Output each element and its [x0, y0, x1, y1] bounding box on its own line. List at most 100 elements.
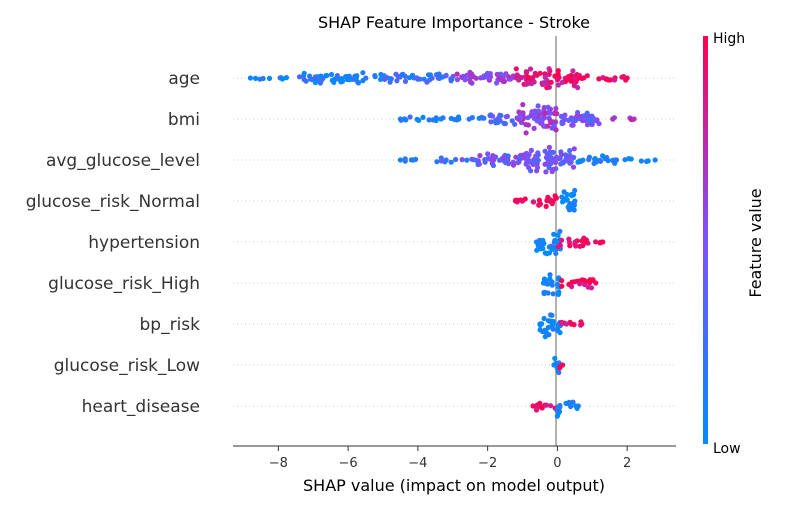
- shap-point: [546, 250, 553, 256]
- shap-point: [577, 281, 583, 287]
- shap-point: [503, 114, 509, 120]
- shap-point: [394, 78, 400, 84]
- shap-point: [544, 123, 551, 129]
- feature-points-glucose_risk_High: [540, 272, 599, 297]
- colorbar-low-label: Low: [713, 441, 741, 457]
- shap-point: [459, 157, 465, 163]
- shap-point: [537, 70, 543, 76]
- shap-point: [520, 102, 526, 108]
- shap-point: [547, 110, 554, 116]
- shap-point: [546, 71, 552, 77]
- shap-point: [588, 285, 595, 291]
- shap-point: [490, 153, 496, 159]
- shap-point: [619, 74, 625, 80]
- shap-point: [482, 159, 488, 165]
- shap-point: [550, 321, 556, 327]
- feature-label: glucose_risk_High: [48, 274, 200, 294]
- shap-point: [593, 157, 599, 163]
- shap-point: [427, 72, 433, 78]
- shap-point: [488, 119, 494, 125]
- shap-point-extreme: [572, 198, 578, 204]
- feature-points-bmi: [397, 102, 637, 136]
- shap-point: [570, 68, 576, 74]
- shap-point: [531, 125, 537, 131]
- shap-point: [546, 144, 553, 150]
- shap-point: [539, 405, 545, 411]
- shap-point: [570, 399, 576, 405]
- feature-label: hypertension: [88, 233, 200, 253]
- shap-point: [560, 160, 566, 166]
- shap-point: [470, 73, 476, 80]
- shap-point: [525, 122, 532, 128]
- shap-point: [565, 74, 571, 80]
- x-tick-label: −8: [269, 456, 288, 471]
- shap-point: [420, 114, 426, 120]
- colorbar-high-label: High: [713, 31, 745, 47]
- shap-point: [279, 76, 286, 82]
- shap-point: [557, 404, 563, 410]
- shap-point: [534, 168, 540, 174]
- shap-point: [414, 75, 420, 81]
- shap-point: [450, 73, 456, 79]
- shap-point: [328, 71, 335, 78]
- shap-point: [453, 156, 459, 163]
- shap-point: [549, 168, 555, 175]
- shap-point: [540, 237, 546, 243]
- shap-point: [553, 127, 559, 133]
- shap-point: [548, 279, 555, 285]
- shap-point-extreme: [397, 157, 403, 163]
- shap-point: [435, 75, 441, 81]
- shap-point: [645, 158, 651, 164]
- shap-point: [410, 157, 416, 163]
- feature-label: avg_glucose_level: [46, 151, 200, 171]
- feature-points-glucose_risk_Low: [551, 355, 566, 376]
- shap-point: [525, 81, 531, 87]
- shap-point: [467, 76, 473, 82]
- shap-point: [596, 76, 602, 82]
- shap-point: [559, 283, 565, 289]
- shap-point: [516, 77, 522, 83]
- shap-point: [518, 197, 524, 203]
- shap-point: [531, 115, 537, 121]
- shap-point: [333, 75, 339, 81]
- x-tick-label: 2: [623, 456, 631, 471]
- shap-point: [564, 197, 570, 203]
- x-tick-label: −6: [339, 456, 358, 471]
- x-axis-label: SHAP value (impact on model output): [303, 476, 605, 495]
- shap-point-extreme: [600, 239, 606, 245]
- shap-point: [487, 74, 493, 80]
- shap-point: [557, 243, 563, 249]
- shap-point: [494, 80, 500, 86]
- shap-point: [283, 75, 289, 81]
- shap-point: [553, 154, 560, 160]
- shap-point: [543, 203, 549, 209]
- shap-point: [540, 245, 546, 251]
- shap-point: [426, 117, 432, 123]
- shap-point: [467, 69, 473, 75]
- shap-point: [548, 403, 554, 409]
- shap-point: [610, 157, 616, 163]
- shap-point: [505, 153, 511, 159]
- shap-point: [575, 159, 581, 165]
- shap-point: [567, 148, 573, 154]
- shap-point: [598, 158, 604, 164]
- shap-point: [545, 290, 551, 296]
- shap-point-extreme: [560, 362, 566, 368]
- shap-point: [586, 157, 592, 163]
- shap-point: [559, 120, 565, 127]
- shap-point: [606, 77, 612, 83]
- shap-point: [545, 281, 551, 287]
- shap-point: [260, 75, 266, 82]
- shap-point: [530, 199, 536, 205]
- shap-point: [360, 78, 366, 84]
- shap-point: [564, 191, 570, 198]
- shap-point: [466, 116, 472, 122]
- shap-point: [520, 155, 527, 161]
- colorbar-axis-label: Feature value: [746, 188, 765, 297]
- shap-point: [559, 79, 565, 85]
- feature-points-avg_glucose_level: [397, 144, 658, 175]
- shap-point: [525, 74, 531, 80]
- shap-point: [403, 117, 409, 123]
- shap-point: [558, 320, 565, 327]
